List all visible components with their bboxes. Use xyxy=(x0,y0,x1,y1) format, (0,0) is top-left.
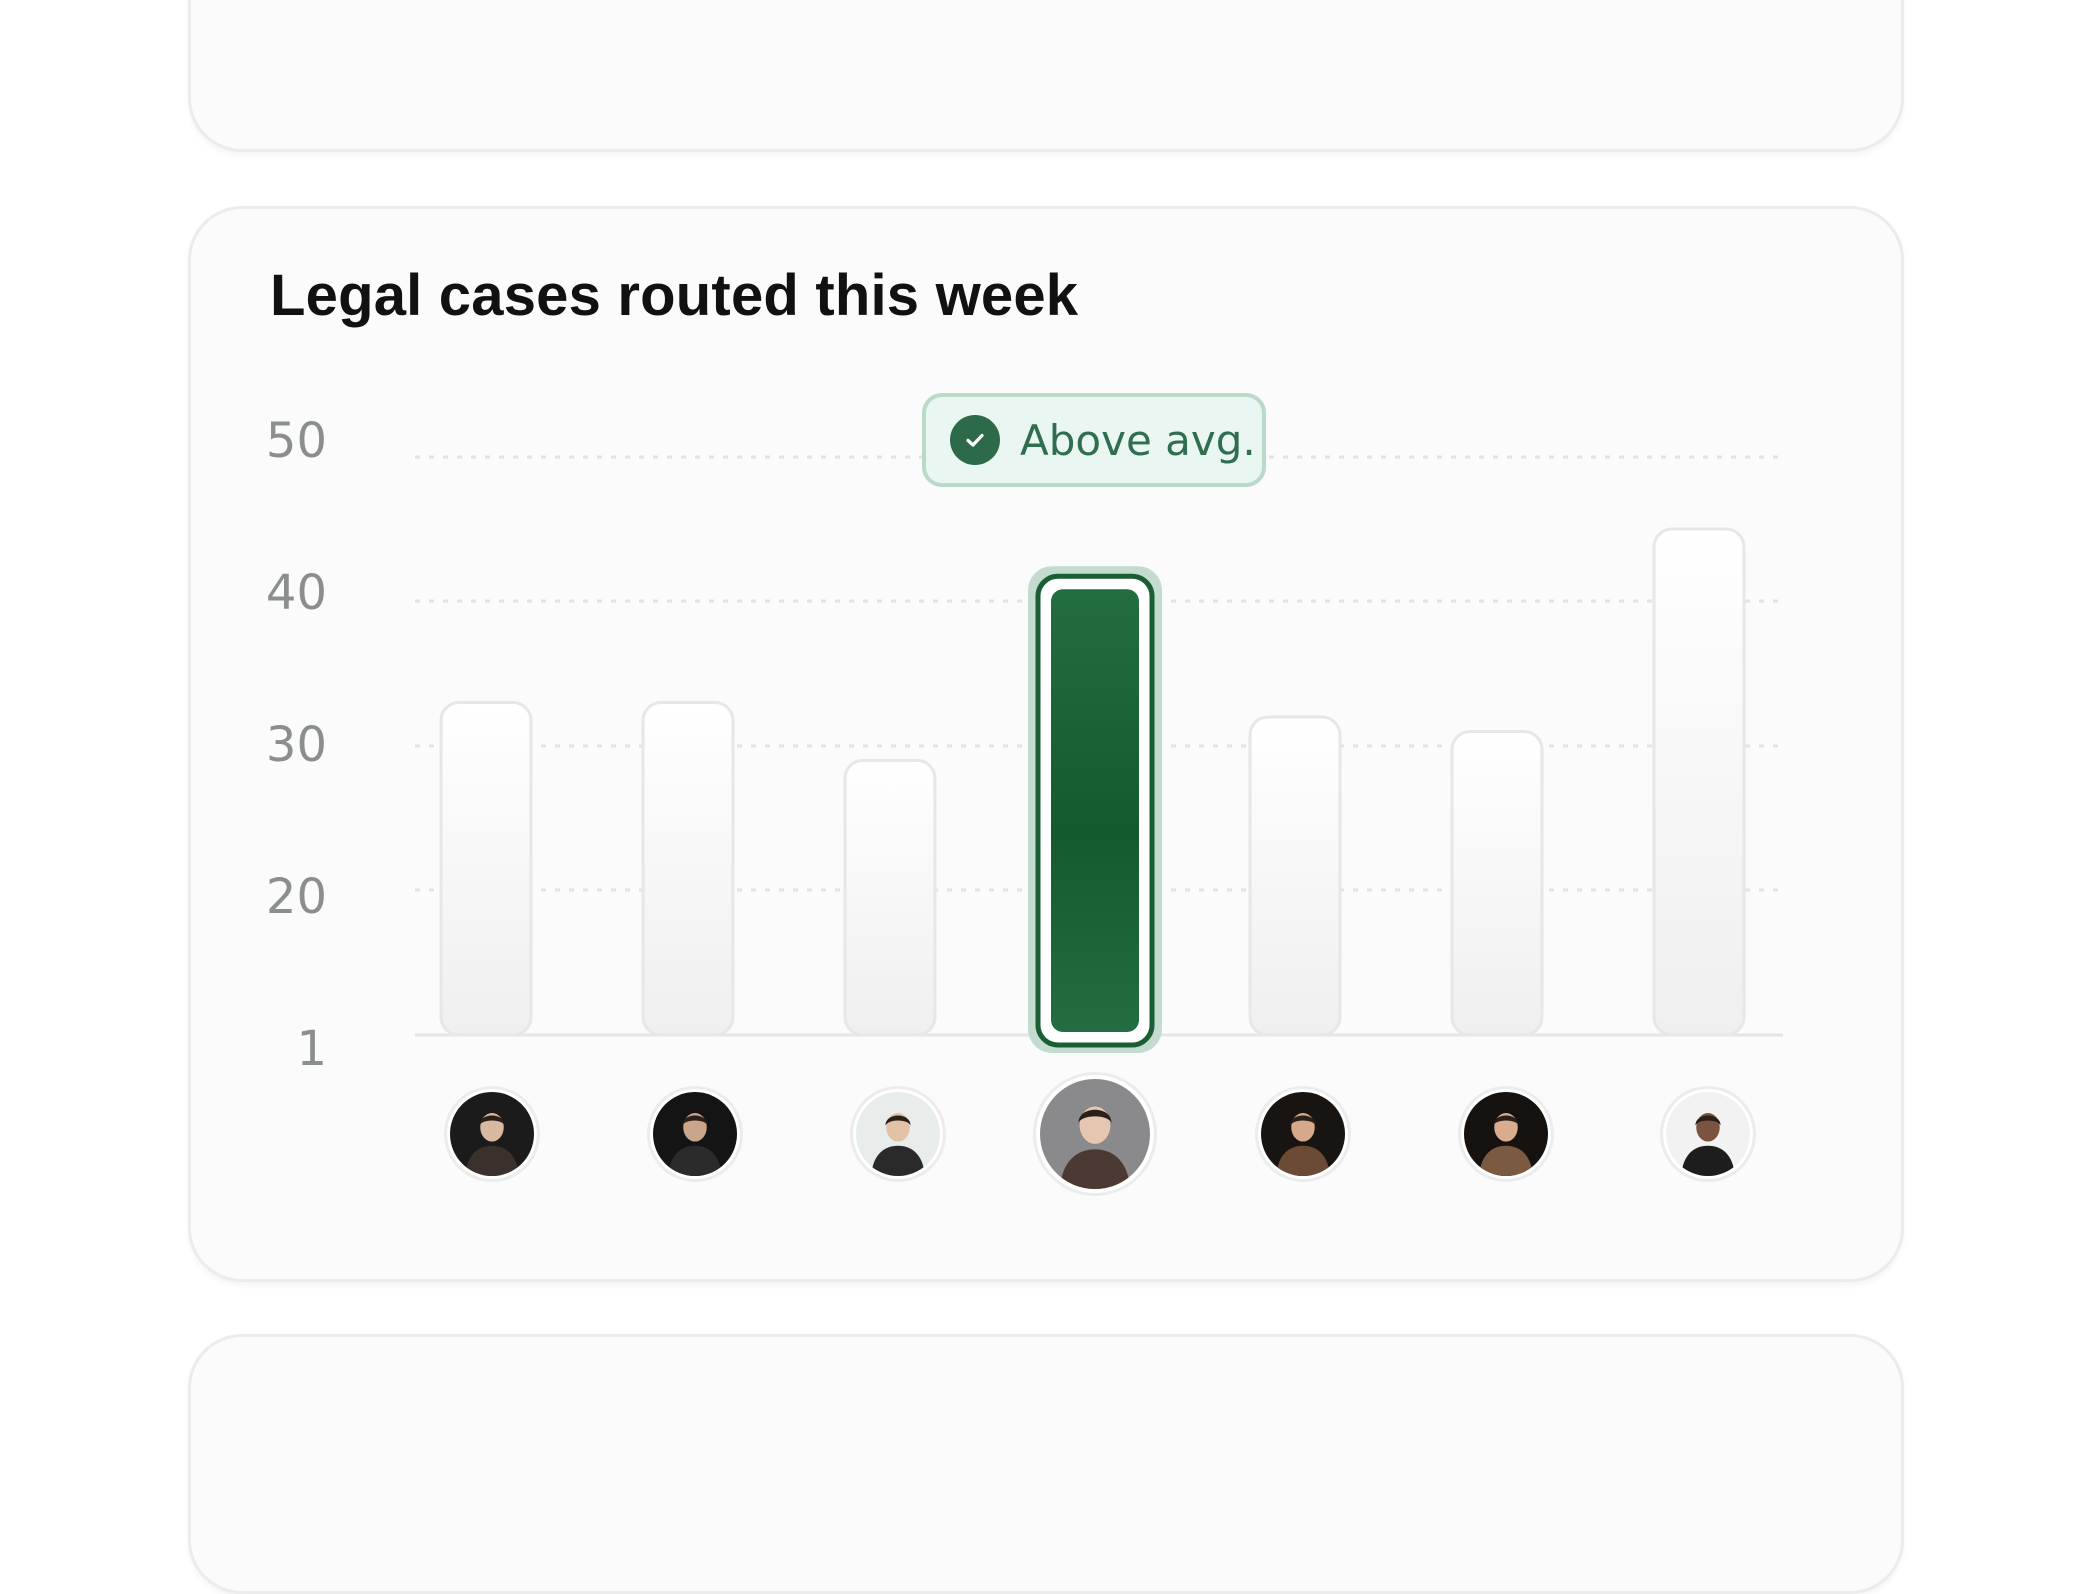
avatar[interactable] xyxy=(850,1086,946,1182)
check-circle-icon xyxy=(950,415,1000,465)
chart-title: Legal cases routed this week xyxy=(270,263,1079,328)
card-previous xyxy=(188,0,1904,152)
avatar[interactable] xyxy=(1458,1086,1554,1182)
y-tick-label: 40 xyxy=(265,565,327,621)
y-tick-label: 1 xyxy=(296,1021,327,1077)
bar[interactable] xyxy=(843,758,937,1037)
avatar[interactable] xyxy=(1033,1072,1157,1196)
avatar[interactable] xyxy=(1255,1086,1351,1182)
y-tick-label: 30 xyxy=(265,717,327,773)
above-avg-badge: Above avg. xyxy=(922,393,1266,487)
bar-highlighted[interactable] xyxy=(1051,589,1139,1032)
avatar-photo xyxy=(450,1092,534,1176)
avatar[interactable] xyxy=(647,1086,743,1182)
person-icon xyxy=(465,1113,519,1176)
avatar[interactable] xyxy=(1660,1086,1756,1182)
avatar-photo xyxy=(1040,1079,1150,1189)
person-icon xyxy=(1681,1113,1735,1176)
y-tick-label: 20 xyxy=(265,869,327,925)
person-icon xyxy=(1276,1113,1330,1176)
bar[interactable] xyxy=(1652,527,1746,1037)
bar-chart xyxy=(415,455,1783,1053)
person-icon xyxy=(871,1113,925,1176)
avatar-photo xyxy=(1261,1092,1345,1176)
bar[interactable] xyxy=(1450,730,1544,1037)
avatar[interactable] xyxy=(444,1086,540,1182)
bar[interactable] xyxy=(1248,715,1342,1037)
avatar-photo xyxy=(856,1092,940,1176)
person-icon xyxy=(1479,1113,1533,1176)
badge-label: Above avg. xyxy=(1020,415,1256,465)
avatar-photo xyxy=(653,1092,737,1176)
person-icon xyxy=(1059,1106,1131,1189)
bar[interactable] xyxy=(439,701,533,1037)
y-tick-label: 50 xyxy=(265,413,327,469)
person-icon xyxy=(668,1113,722,1176)
avatar-photo xyxy=(1464,1092,1548,1176)
bar[interactable] xyxy=(641,701,735,1037)
avatar-photo xyxy=(1666,1092,1750,1176)
